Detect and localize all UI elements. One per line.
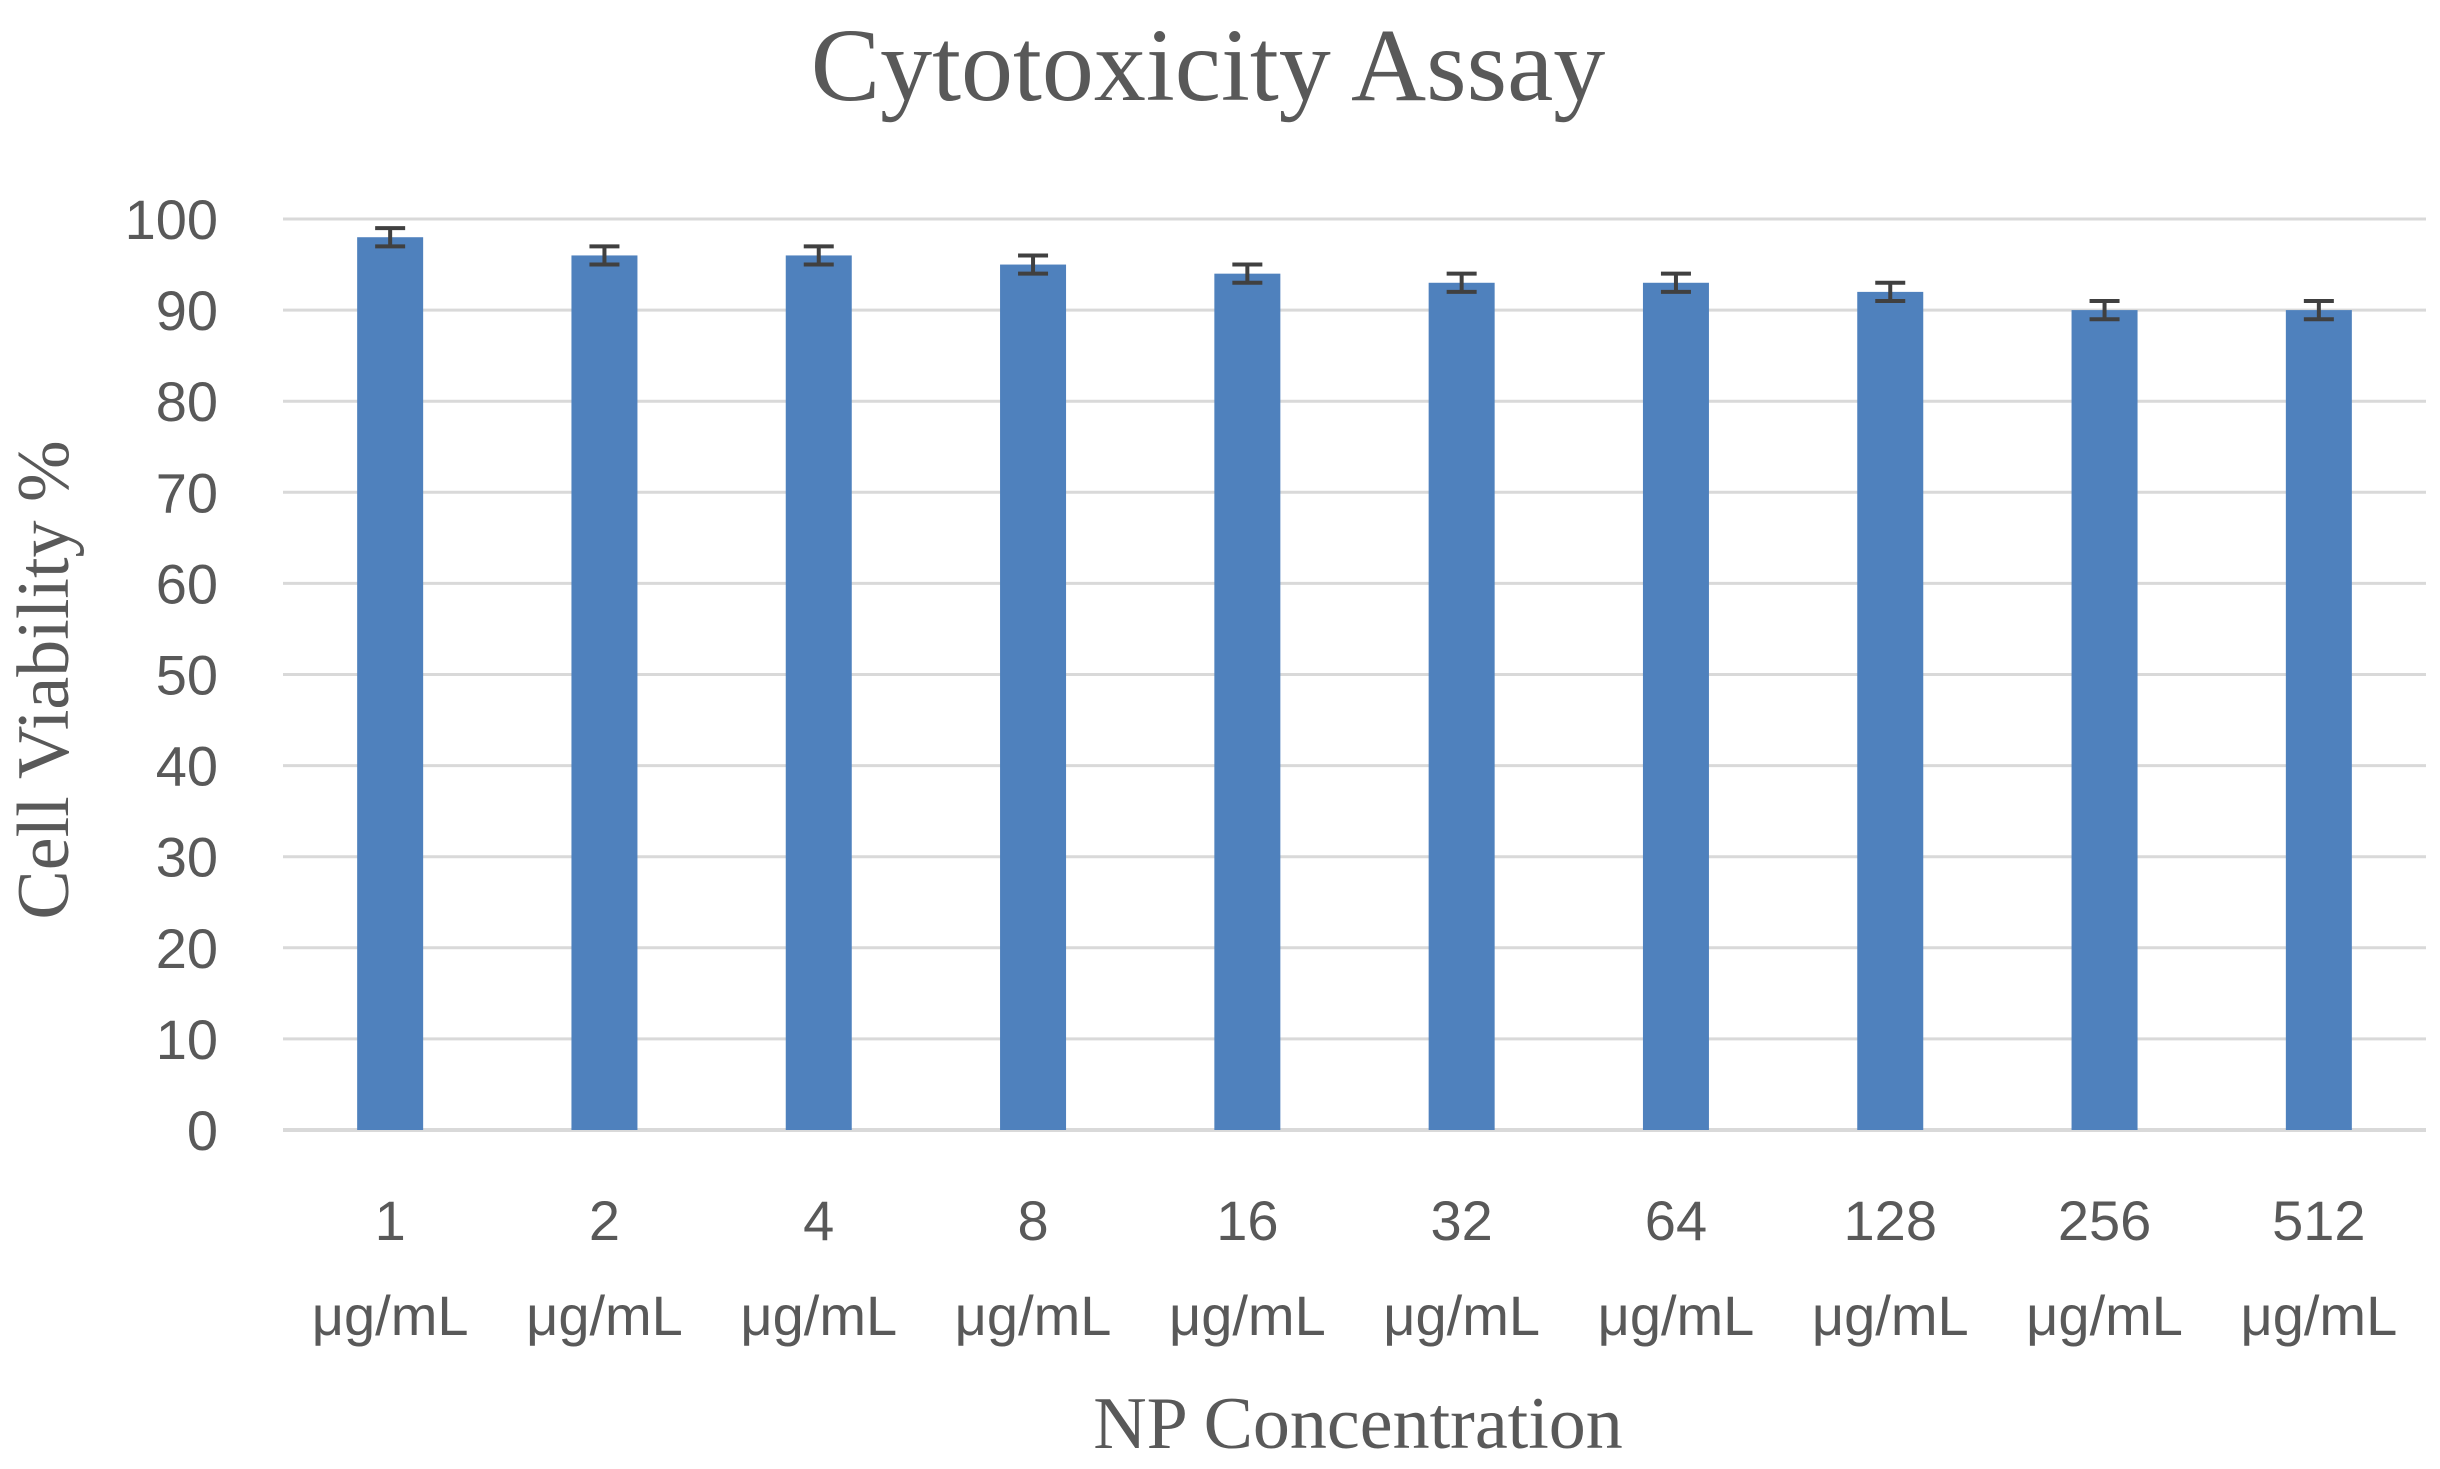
x-category-value: 64 (1645, 1189, 1707, 1252)
error-bar (803, 244, 834, 267)
error-bar (589, 244, 620, 267)
x-category-unit: μg/mL (2026, 1284, 2183, 1347)
x-category-unit: μg/mL (955, 1284, 1112, 1347)
y-tick-label: 100 (125, 188, 218, 251)
y-tick-label: 90 (156, 279, 218, 342)
y-tick-label: 50 (156, 644, 218, 707)
x-category-value: 512 (2272, 1189, 2365, 1252)
x-category-value: 16 (1216, 1189, 1278, 1252)
y-tick-label: 10 (156, 1008, 218, 1071)
error-bar (1446, 271, 1477, 294)
y-axis-ticks: 0 10 20 30 40 50 60 70 80 90 100 (125, 188, 218, 1162)
bar (1000, 264, 1067, 1130)
x-category-value: 4 (803, 1189, 834, 1252)
bar (2285, 310, 2352, 1131)
x-axis-title: NP Concentration (1093, 1383, 1623, 1465)
gridlines (283, 217, 2426, 1132)
y-tick-label: 30 (156, 826, 218, 889)
y-tick-label: 0 (187, 1099, 218, 1162)
x-category-value: 1 (375, 1189, 406, 1252)
y-tick-label: 60 (156, 552, 218, 615)
bar (2071, 310, 2138, 1131)
bars (357, 237, 2352, 1131)
error-bar (1018, 253, 1049, 276)
bar (1428, 282, 1495, 1130)
chart-title: Cytotoxicity Assay (811, 8, 1605, 123)
x-category-unit: μg/mL (2240, 1284, 2397, 1347)
x-category-unit: μg/mL (312, 1284, 469, 1347)
bar (785, 255, 852, 1130)
error-bar (2089, 298, 2120, 322)
x-category-value: 128 (1844, 1189, 1937, 1252)
error-bar (1232, 262, 1263, 285)
x-category-value: 2 (589, 1189, 620, 1252)
bar (571, 255, 638, 1130)
x-category-unit: μg/mL (1598, 1284, 1755, 1347)
y-axis-title: Cell Viability % (3, 440, 85, 919)
error-bars (375, 226, 2334, 322)
error-bar (375, 226, 406, 249)
bar (1642, 282, 1709, 1130)
y-tick-label: 20 (156, 917, 218, 980)
error-bar (1660, 271, 1691, 294)
bar (1214, 273, 1281, 1130)
error-bar (2303, 298, 2334, 322)
bar (1857, 291, 1924, 1130)
x-category-unit: μg/mL (1383, 1284, 1540, 1347)
x-category-unit: μg/mL (1169, 1284, 1326, 1347)
x-category-unit: μg/mL (740, 1284, 897, 1347)
x-category-unit: μg/mL (1812, 1284, 1969, 1347)
bar (357, 237, 424, 1131)
x-category-value: 8 (1017, 1189, 1048, 1252)
y-tick-label: 40 (156, 735, 218, 798)
x-category-value: 256 (2058, 1189, 2151, 1252)
x-category-unit: μg/mL (526, 1284, 683, 1347)
y-tick-label: 80 (156, 370, 218, 433)
y-tick-label: 70 (156, 461, 218, 524)
x-category-value: 32 (1431, 1189, 1493, 1252)
x-axis-categories: 1 μg/mL 2 μg/mL 4 μg/mL 8 μg/mL 16 μg/mL 32 μg/mL 64… (312, 1189, 2397, 1347)
error-bar (1875, 280, 1906, 303)
